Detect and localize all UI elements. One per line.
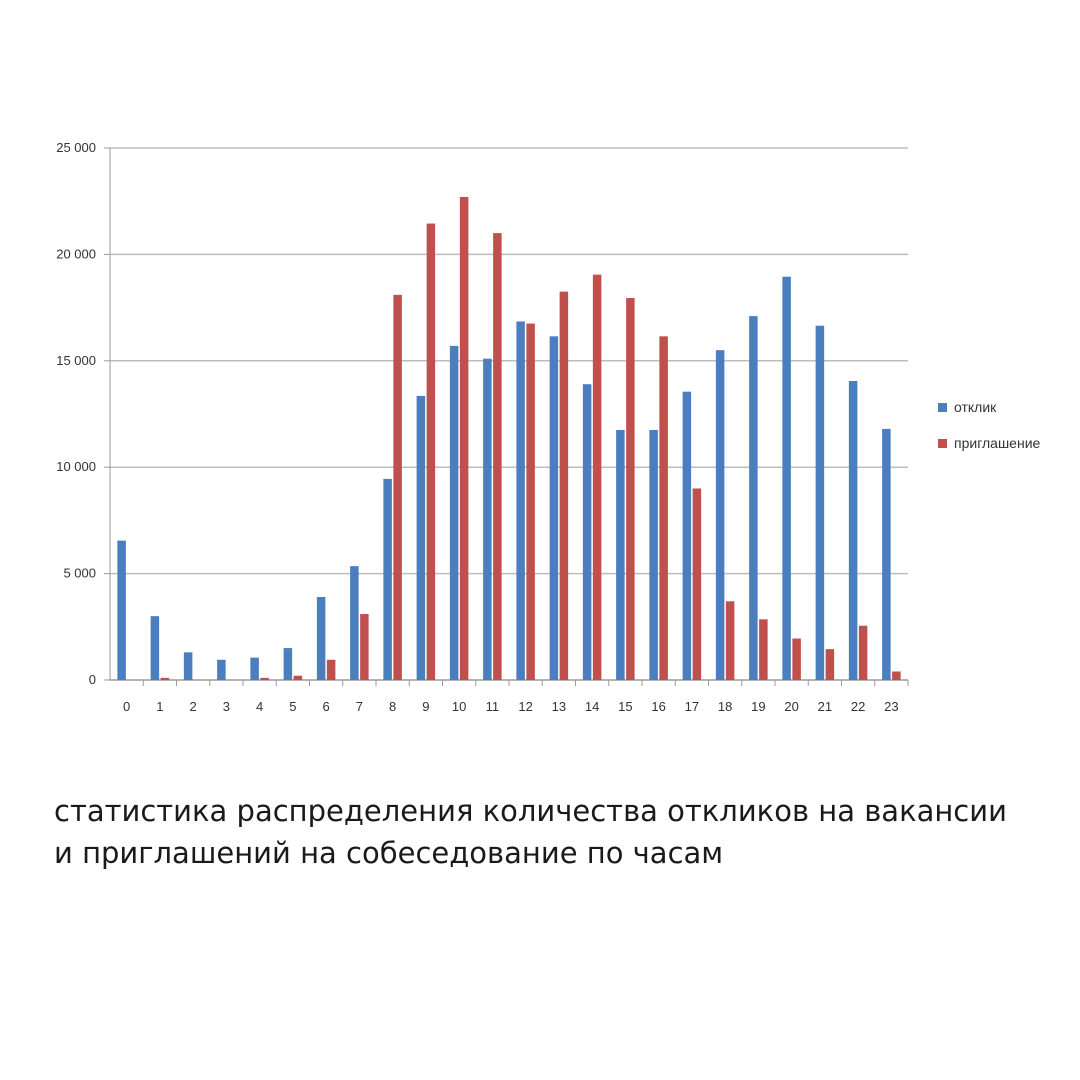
x-tick-label: 23 [884, 699, 898, 714]
legend-label: отклик [954, 399, 997, 415]
bars [117, 196, 901, 680]
bar-response-2 [183, 652, 193, 680]
bar-invitation-23 [892, 671, 901, 680]
bar-response-8 [383, 478, 392, 680]
bar-response-22 [848, 381, 858, 680]
bar-invitation-14 [592, 274, 602, 680]
x-tick-label: 8 [389, 699, 396, 714]
y-tick-label: 20 000 [56, 246, 96, 261]
bar-invitation-6 [326, 659, 336, 680]
bar-invitation-12 [526, 323, 535, 680]
y-tick-label: 0 [89, 672, 96, 687]
bar-invitation-18 [725, 601, 735, 680]
x-tick-label: 9 [422, 699, 429, 714]
x-tick-label: 7 [356, 699, 363, 714]
bar-invitation-11 [493, 233, 502, 680]
x-tick-label: 21 [818, 699, 832, 714]
x-tick-label: 20 [784, 699, 798, 714]
legend-label: приглашение [954, 435, 1041, 451]
x-tick-label: 14 [585, 699, 599, 714]
x-tick-label: 16 [651, 699, 665, 714]
bar-response-11 [483, 358, 492, 680]
legend-swatch [938, 403, 947, 412]
bar-invitation-5 [293, 675, 303, 680]
x-tick-label: 18 [718, 699, 732, 714]
bar-response-9 [416, 395, 426, 680]
x-tick-label: 1 [156, 699, 163, 714]
x-tick-label: 17 [685, 699, 699, 714]
legend-swatch [938, 439, 947, 448]
x-tick-label: 15 [618, 699, 632, 714]
chart-caption: статистика распределения количества откл… [54, 794, 1007, 870]
bar-invitation-4 [260, 677, 269, 680]
bar-invitation-9 [426, 223, 436, 680]
bar-response-6 [316, 597, 326, 680]
bar-response-1 [150, 616, 160, 680]
x-tick-label: 2 [190, 699, 197, 714]
y-tick-label: 25 000 [56, 140, 96, 155]
bar-response-15 [616, 429, 625, 680]
x-tick-label: 4 [256, 699, 263, 714]
bar-invitation-8 [393, 294, 402, 680]
bar-invitation-17 [692, 488, 702, 680]
bar-invitation-21 [825, 649, 835, 680]
bar-response-14 [582, 384, 592, 680]
bar-response-13 [549, 336, 559, 680]
x-tick-label: 3 [223, 699, 230, 714]
bar-response-19 [749, 316, 758, 680]
bar-response-17 [682, 391, 692, 680]
x-tick-label: 19 [751, 699, 765, 714]
legend: отклик приглашение [938, 399, 1041, 451]
bar-invitation-1 [160, 677, 170, 680]
bar-response-7 [350, 566, 359, 680]
y-tick-label: 10 000 [56, 459, 96, 474]
bar-invitation-16 [659, 336, 668, 680]
bar-invitation-15 [626, 298, 635, 680]
bar-response-10 [449, 345, 459, 680]
bar-invitation-19 [759, 619, 768, 680]
x-tick-label: 13 [552, 699, 566, 714]
bar-response-4 [250, 657, 259, 680]
x-tick-label: 10 [452, 699, 466, 714]
bar-response-21 [815, 325, 825, 680]
bar-response-20 [782, 276, 791, 680]
x-tick-label: 5 [289, 699, 296, 714]
x-tick-label: 0 [123, 699, 130, 714]
bar-response-12 [516, 321, 525, 680]
bar-invitation-22 [858, 625, 868, 680]
bar-response-5 [283, 648, 293, 680]
bar-invitation-7 [360, 614, 369, 680]
bar-invitation-13 [559, 291, 569, 680]
bar-response-16 [649, 429, 658, 680]
bar-response-0 [117, 540, 126, 680]
x-tick-label: 11 [486, 699, 500, 714]
bar-response-3 [217, 659, 226, 680]
bar-invitation-20 [792, 638, 801, 680]
y-tick-label: 15 000 [56, 353, 96, 368]
bar-response-18 [715, 350, 725, 680]
x-tick-label: 6 [323, 699, 330, 714]
x-tick-label: 12 [518, 699, 532, 714]
x-tick-label: 22 [851, 699, 865, 714]
bar-invitation-10 [459, 196, 469, 680]
bar-response-23 [882, 428, 891, 680]
y-tick-label: 5 000 [63, 566, 96, 581]
